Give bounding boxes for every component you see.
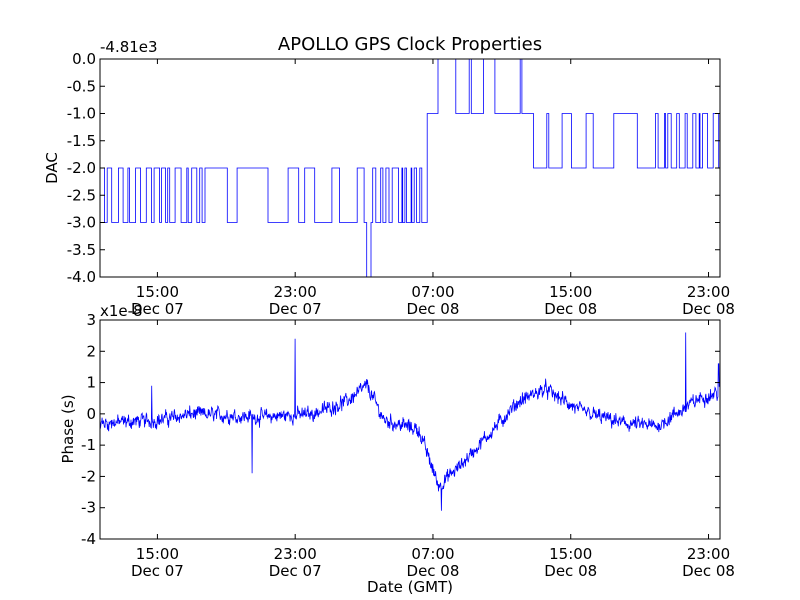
phase-offset-label: x1e-8 xyxy=(100,302,143,320)
y-tick-label: -4.0 xyxy=(67,268,96,286)
x-tick-label: 07:00 xyxy=(411,545,454,563)
y-tick-label: 1 xyxy=(86,374,96,392)
x-tick-date-label: Dec 08 xyxy=(682,300,735,318)
x-tick-label: 07:00 xyxy=(411,283,454,301)
chart-title: APOLLO GPS Clock Properties xyxy=(278,34,542,55)
x-tick-label: 23:00 xyxy=(274,283,317,301)
y-tick-label: 2 xyxy=(86,342,96,360)
x-axis-label: Date (GMT) xyxy=(367,578,453,596)
y-tick-label: -0.5 xyxy=(67,77,96,95)
y-tick-label: -2.0 xyxy=(67,159,96,177)
dac-offset-label: -4.81e3 xyxy=(100,38,158,56)
x-tick-date-label: Dec 07 xyxy=(131,300,184,318)
y-tick-label: -2.5 xyxy=(67,186,96,204)
x-tick-label: 15:00 xyxy=(549,283,592,301)
y-tick-label: 3 xyxy=(86,311,96,329)
phase-line xyxy=(99,332,721,511)
x-tick-label: 15:00 xyxy=(136,283,179,301)
phase-y-label: Phase (s) xyxy=(59,394,77,463)
dac-plot-frame xyxy=(99,58,721,278)
x-tick-label: 15:00 xyxy=(136,545,179,563)
x-tick-label: 23:00 xyxy=(274,545,317,563)
y-tick-label: -1.0 xyxy=(67,105,96,123)
dac-axes: -4.81e3 DAC -4.0 -3.5 -3.0 -2.5 -2.0 -1.5 -1.0… xyxy=(43,38,735,318)
dac-series xyxy=(100,58,720,278)
x-tick-label: 23:00 xyxy=(687,545,730,563)
y-tick-label: -1 xyxy=(81,436,96,454)
phase-series xyxy=(99,332,721,511)
x-tick-date-label: Dec 08 xyxy=(544,300,597,318)
dac-ticks: -4.0 -3.5 -3.0 -2.5 -2.0 -1.5 -1.0 -0.5 0.0 15:00… xyxy=(67,50,735,318)
x-tick-label: 15:00 xyxy=(549,545,592,563)
y-tick-label: -3.0 xyxy=(67,214,96,232)
y-tick-label: -2 xyxy=(81,467,96,485)
y-tick-label: -4 xyxy=(81,530,96,548)
y-tick-label: -3.5 xyxy=(67,241,96,259)
x-tick-date-label: Dec 07 xyxy=(269,300,322,318)
x-tick-date-label: Dec 08 xyxy=(407,300,460,318)
phase-plot-frame xyxy=(99,319,721,540)
x-tick-date-label: Dec 08 xyxy=(544,562,597,580)
y-tick-label: 0 xyxy=(86,405,96,423)
dac-line xyxy=(100,58,720,278)
x-tick-date-label: Dec 07 xyxy=(131,562,184,580)
x-tick-label: 23:00 xyxy=(687,283,730,301)
dac-y-label: DAC xyxy=(43,152,61,184)
y-tick-label: -3 xyxy=(81,499,96,517)
x-tick-date-label: Dec 08 xyxy=(682,562,735,580)
y-tick-label: 0.0 xyxy=(72,50,96,68)
x-tick-date-label: Dec 07 xyxy=(269,562,322,580)
x-tick-date-label: Dec 08 xyxy=(407,562,460,580)
y-tick-label: -1.5 xyxy=(67,132,96,150)
